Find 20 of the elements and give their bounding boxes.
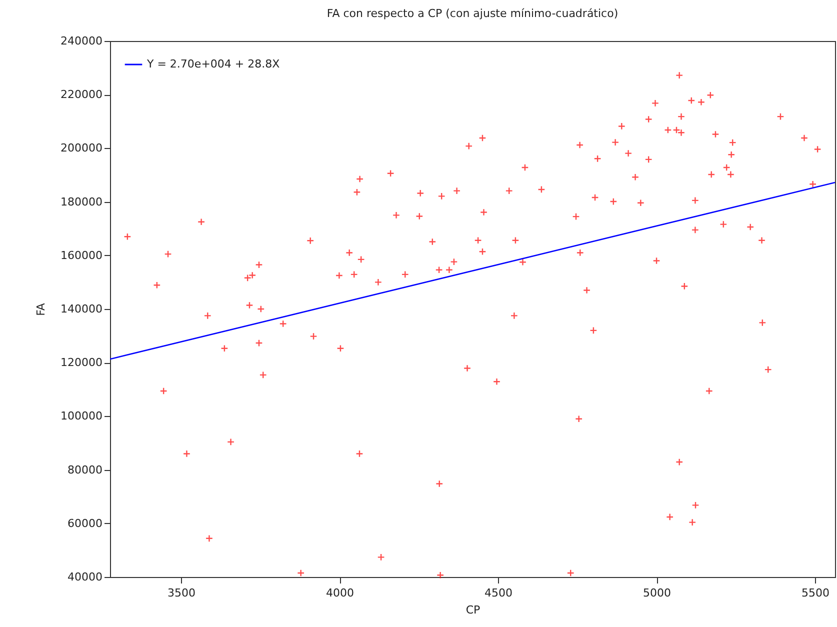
chart-title: FA con respecto a CP (con ajuste mínimo-cuadrático) <box>326 7 618 20</box>
x-tick-label: 5500 <box>802 586 830 600</box>
y-tick-label: 40000 <box>68 570 102 584</box>
y-tick-label: 80000 <box>68 463 102 476</box>
y-tick-label: 220000 <box>60 88 102 102</box>
y-tick-label: 200000 <box>60 142 102 155</box>
y-tick-label: 240000 <box>60 34 102 48</box>
x-tick-label: 4000 <box>326 586 354 600</box>
y-tick-label: 60000 <box>68 516 102 530</box>
y-tick-label: 160000 <box>60 248 102 262</box>
y-tick-label: 120000 <box>60 356 102 370</box>
y-axis-title: FA <box>34 302 48 316</box>
y-tick-label: 180000 <box>60 195 102 208</box>
legend-label: Y = 2.70e+004 + 28.8X <box>146 58 280 70</box>
x-tick-label: 4500 <box>484 586 513 600</box>
x-tick-label: 5000 <box>643 586 672 600</box>
x-axis-title: CP <box>466 604 481 616</box>
y-tick-label: 140000 <box>60 302 102 316</box>
x-tick-label: 3500 <box>168 586 196 600</box>
y-tick-label: 100000 <box>60 410 102 423</box>
